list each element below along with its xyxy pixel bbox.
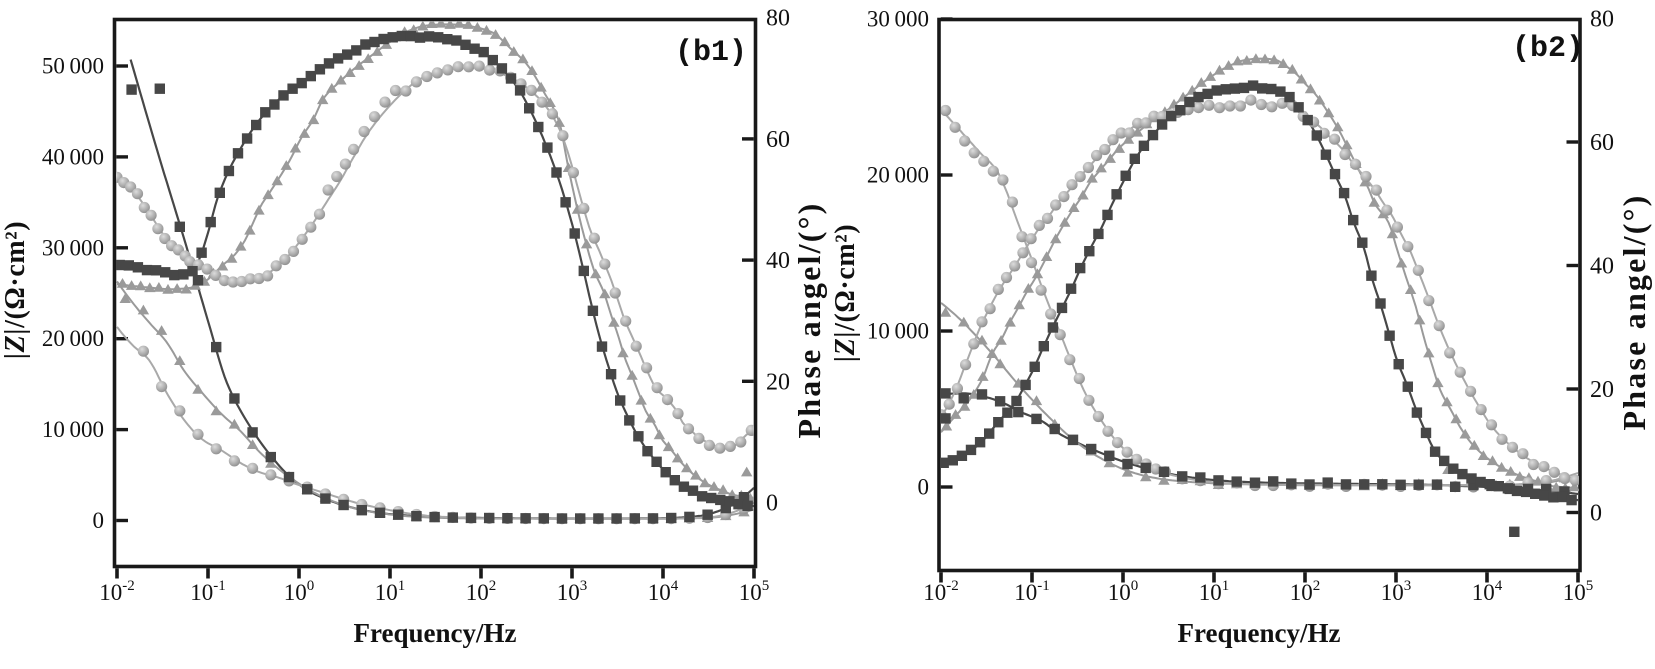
svg-text:20 000: 20 000 xyxy=(867,163,929,188)
svg-text:Frequency/Hz: Frequency/Hz xyxy=(1178,618,1341,648)
svg-text:10-2: 10-2 xyxy=(923,578,959,605)
svg-text:30 000: 30 000 xyxy=(867,7,929,32)
svg-text:50 000: 50 000 xyxy=(42,54,104,79)
svg-text:60: 60 xyxy=(766,127,790,153)
svg-text:0: 0 xyxy=(918,475,930,500)
svg-text:|Z|/(Ω·cm²): |Z|/(Ω·cm²) xyxy=(830,224,861,362)
svg-text:80: 80 xyxy=(766,6,790,32)
svg-text:40: 40 xyxy=(1590,254,1614,280)
svg-text:30 000: 30 000 xyxy=(42,235,104,260)
svg-text:(b2): (b2) xyxy=(1512,32,1584,66)
svg-text:0: 0 xyxy=(766,491,778,517)
svg-text:10-1: 10-1 xyxy=(190,578,226,605)
svg-text:(b1): (b1) xyxy=(675,36,747,70)
svg-text:0: 0 xyxy=(93,508,105,533)
svg-text:20: 20 xyxy=(1590,377,1614,403)
svg-text:40: 40 xyxy=(766,248,790,274)
svg-text:60: 60 xyxy=(1590,130,1614,156)
svg-text:20: 20 xyxy=(766,369,790,395)
svg-text:0: 0 xyxy=(1590,501,1602,527)
svg-text:80: 80 xyxy=(1590,7,1614,33)
svg-text:20 000: 20 000 xyxy=(42,326,104,351)
svg-text:40 000: 40 000 xyxy=(42,144,104,169)
svg-text:10 000: 10 000 xyxy=(867,319,929,344)
svg-text:10 000: 10 000 xyxy=(42,417,104,442)
svg-text:|Z|/(Ω·cm²): |Z|/(Ω·cm²) xyxy=(0,221,31,359)
svg-text:Phase angel/(°): Phase angel/(°) xyxy=(1616,194,1652,431)
svg-text:Phase angel/(°): Phase angel/(°) xyxy=(791,202,827,439)
svg-text:100: 100 xyxy=(1108,578,1139,605)
svg-text:Frequency/Hz: Frequency/Hz xyxy=(354,618,517,648)
